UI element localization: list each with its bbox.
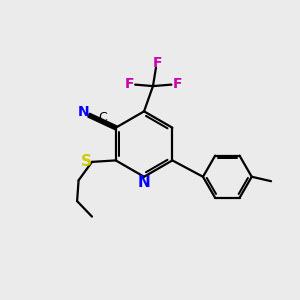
Text: C: C: [98, 111, 107, 124]
Text: N: N: [138, 175, 150, 190]
Text: F: F: [153, 56, 162, 70]
Text: F: F: [124, 77, 134, 91]
Text: F: F: [173, 77, 183, 91]
Text: N: N: [78, 105, 89, 119]
Text: S: S: [80, 154, 92, 169]
